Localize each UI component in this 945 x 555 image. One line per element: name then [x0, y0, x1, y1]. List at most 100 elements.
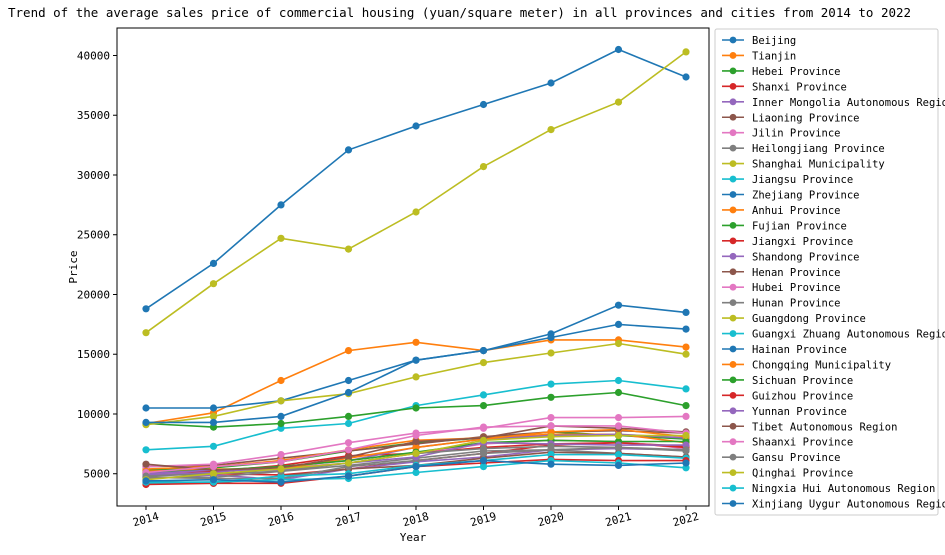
data-point [142, 446, 150, 454]
data-point [412, 437, 420, 446]
legend-swatch-marker [729, 469, 737, 476]
data-point [547, 79, 555, 87]
data-point [344, 146, 353, 154]
legend-label: Tianjin [752, 50, 796, 62]
x-tick-label: 2018 [401, 510, 430, 529]
data-point [277, 419, 285, 428]
data-point [344, 439, 353, 447]
data-point [614, 98, 623, 106]
data-point [142, 418, 150, 426]
legend-label: Jilin Province [752, 128, 841, 140]
legend-swatch-marker [729, 98, 737, 106]
legend-label: Liaoning Province [752, 112, 859, 124]
data-point [277, 412, 285, 420]
legend-swatch-marker [729, 144, 737, 152]
data-point [479, 463, 488, 471]
data-point [209, 463, 218, 471]
legend-swatch-marker [729, 283, 737, 291]
data-point [614, 388, 623, 397]
data-point [142, 305, 150, 313]
legend-swatch-marker [729, 330, 737, 337]
data-point [682, 343, 690, 351]
y-tick-label: 40000 [77, 49, 110, 62]
data-point [412, 431, 420, 440]
legend-label: Tibet Autonomous Region [752, 421, 897, 433]
legend-swatch-marker [729, 160, 737, 168]
legend-label: Hebei Province [752, 66, 841, 78]
legend-label: Fujian Province [752, 220, 847, 232]
data-point [614, 301, 623, 309]
data-point [682, 459, 690, 467]
legend-label: Guangxi Zhuang Autonomous Region [752, 329, 945, 341]
legend-swatch-marker [729, 129, 737, 137]
legend-swatch-marker [729, 407, 737, 415]
series-lines [142, 45, 690, 489]
data-point [682, 385, 690, 393]
legend-label: Hunan Province [752, 298, 841, 310]
data-point [547, 433, 555, 441]
legend-swatch-marker [729, 52, 737, 59]
y-tick-label: 20000 [77, 288, 110, 301]
x-axis: 2014 2015 2016 2017 2018 2019 2020 2021 2022 [131, 506, 700, 529]
data-point [479, 391, 488, 399]
data-point [479, 163, 488, 171]
y-tick-label: 5000 [84, 468, 111, 481]
data-point [344, 419, 353, 428]
data-point [277, 376, 285, 385]
data-point [209, 442, 218, 450]
legend-swatch-marker [729, 314, 737, 322]
x-tick-label: 2019 [469, 510, 498, 529]
data-point [614, 339, 623, 348]
data-point [547, 414, 555, 422]
legend-swatch-marker [729, 376, 737, 384]
legend-label: Anhui Province [752, 205, 841, 217]
data-point [209, 412, 218, 420]
data-point [682, 446, 690, 454]
data-point [209, 418, 218, 426]
data-point [614, 45, 623, 54]
data-point [614, 320, 623, 328]
legend-label: Chongqing Municipality [752, 359, 891, 371]
data-point [344, 472, 353, 480]
legend-swatch-marker [729, 113, 737, 121]
data-point [479, 347, 488, 355]
x-tick-label: 2021 [604, 510, 633, 529]
series [142, 320, 690, 426]
data-point [412, 208, 420, 216]
data-point [547, 126, 555, 134]
data-point [412, 373, 420, 381]
data-point [142, 460, 150, 468]
legend-label: Yunnan Province [752, 406, 847, 418]
data-point [547, 442, 555, 450]
data-point [547, 349, 555, 357]
y-tick-label: 30000 [77, 169, 110, 182]
x-tick-label: 2016 [266, 510, 295, 529]
data-point [344, 459, 353, 467]
data-point [277, 465, 285, 473]
legend-swatch-marker [729, 453, 737, 461]
series [142, 45, 690, 313]
data-point [344, 347, 353, 355]
legend-label: Ningxia Hui Autonomous Region [752, 483, 935, 495]
data-point [344, 453, 353, 461]
legend-label: Zhejiang Province [752, 190, 859, 202]
legend-swatch-marker [729, 438, 737, 446]
data-point [547, 380, 555, 388]
legend-swatch-marker [729, 391, 737, 399]
data-point [142, 477, 150, 485]
data-point [614, 443, 623, 451]
data-point [682, 73, 690, 81]
y-axis: 5000 10000 15000 20000 25000 30000 35000 40000 [77, 49, 117, 481]
data-point [412, 122, 420, 130]
data-point [277, 201, 285, 209]
legend-label: Xinjiang Uygur Autonomous Region [752, 499, 945, 511]
legend-label: Shaanxi Province [752, 437, 853, 449]
data-point [344, 446, 353, 454]
legend-swatch-marker [729, 237, 737, 245]
data-point [682, 325, 690, 333]
legend-swatch-marker [729, 268, 737, 276]
legend-swatch-marker [729, 36, 737, 44]
legend-label: Guangdong Province [752, 313, 866, 325]
